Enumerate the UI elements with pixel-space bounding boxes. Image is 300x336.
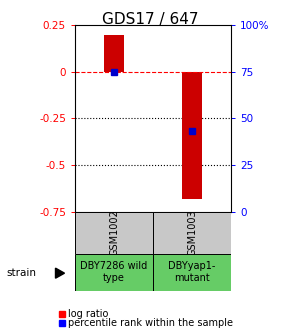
Text: DBY7286 wild
type: DBY7286 wild type [80,261,148,283]
Text: log ratio: log ratio [68,309,108,319]
Text: GSM1003: GSM1003 [187,209,197,256]
Bar [153,212,231,254]
Text: strain: strain [6,268,36,278]
Text: DBYyap1-
mutant: DBYyap1- mutant [168,261,216,283]
Bar [153,254,231,291]
Bar [104,35,124,72]
Polygon shape [56,268,64,278]
Text: GDS17 / 647: GDS17 / 647 [102,12,198,27]
Bar [182,72,202,199]
Bar [75,254,153,291]
Bar [75,212,153,254]
Text: GSM1002: GSM1002 [109,209,119,256]
Text: percentile rank within the sample: percentile rank within the sample [68,318,233,328]
